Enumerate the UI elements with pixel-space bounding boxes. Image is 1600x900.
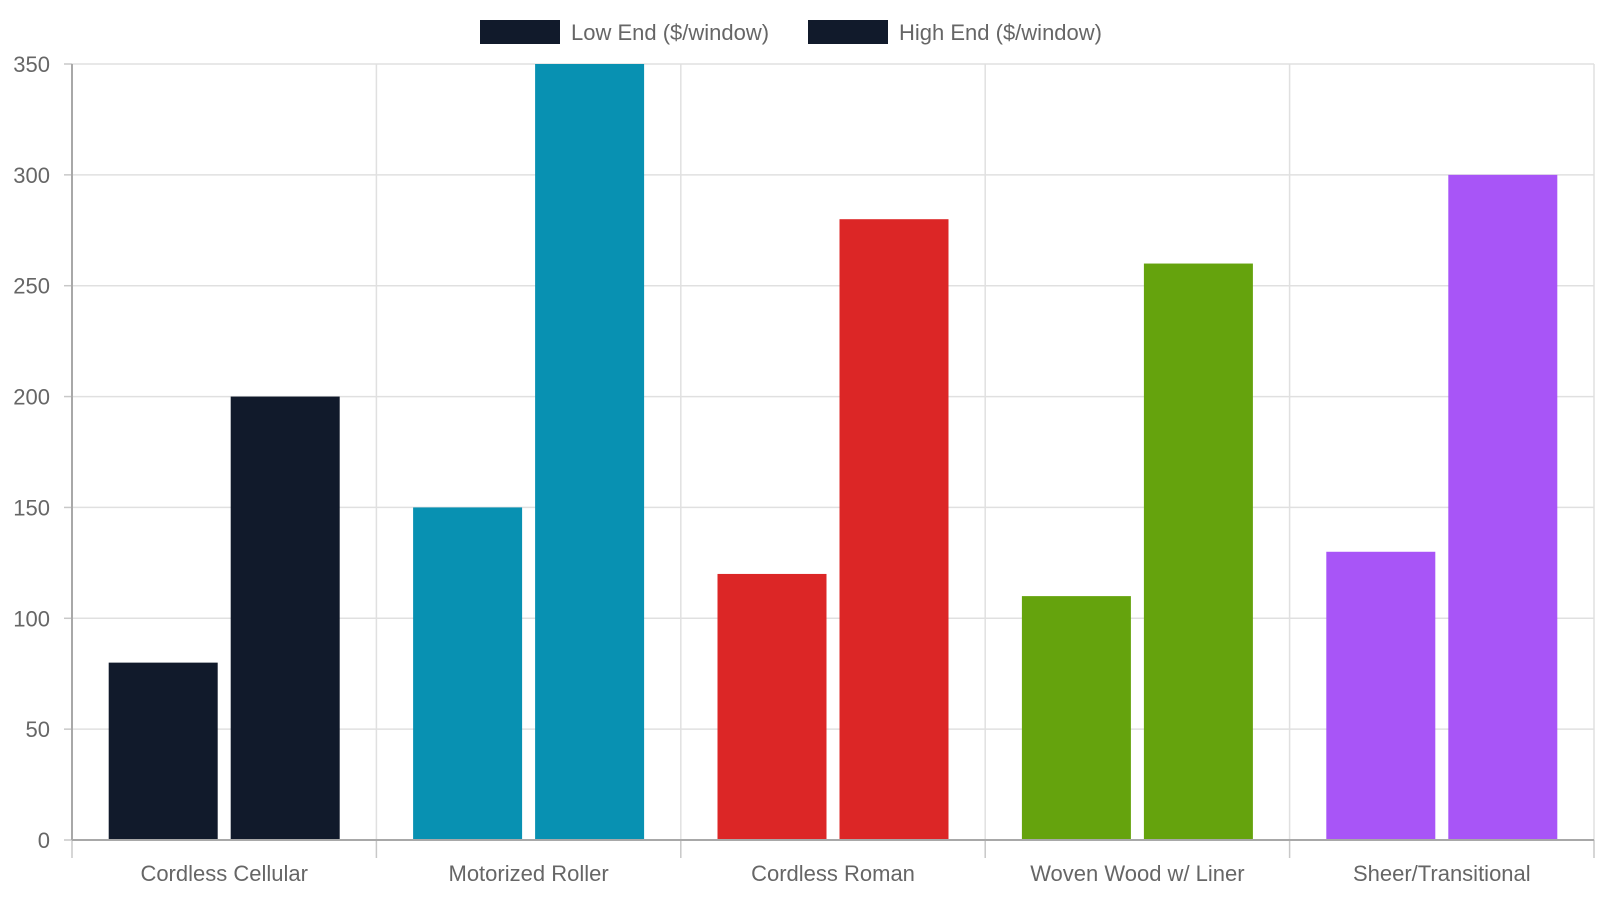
y-tick-label: 250 [13,274,50,299]
y-tick-label: 300 [13,163,50,188]
bar-low-end [717,573,827,840]
legend-swatch [808,20,888,44]
bar-high-end [1448,174,1558,840]
x-tick-label: Cordless Cellular [140,861,308,886]
y-tick-label: 0 [38,828,50,853]
bar-high-end [230,396,340,840]
axis-layer: 0 50 100 150 200 250 300 350 Cordless Cellular Mo… [13,52,1595,886]
y-tick-label: 50 [26,717,50,742]
bar-low-end [413,507,523,840]
legend-swatch [480,20,560,44]
y-tick-label: 350 [13,52,50,77]
legend[interactable]: Low End ($/window) High End ($/window) [480,20,1102,45]
bar-high-end [1143,263,1253,840]
y-tick-label: 200 [13,385,50,410]
bar-low-end [108,662,218,840]
bar-low-end [1021,596,1131,840]
x-tick-label: Cordless Roman [751,861,915,886]
bar-low-end [1326,551,1436,840]
bar-high-end [839,219,949,840]
x-tick-label: Motorized Roller [449,861,609,886]
x-tick-label: Woven Wood w/ Liner [1030,861,1244,886]
y-tick-label: 100 [13,606,50,631]
bars-layer [108,64,1558,840]
x-tick-label: Sheer/Transitional [1353,861,1531,886]
y-tick-label: 150 [13,495,50,520]
bar-high-end [535,64,645,840]
legend-label: High End ($/window) [899,20,1102,45]
legend-item-high-end[interactable]: High End ($/window) [808,20,1102,45]
legend-item-low-end[interactable]: Low End ($/window) [480,20,769,45]
legend-label: Low End ($/window) [571,20,769,45]
